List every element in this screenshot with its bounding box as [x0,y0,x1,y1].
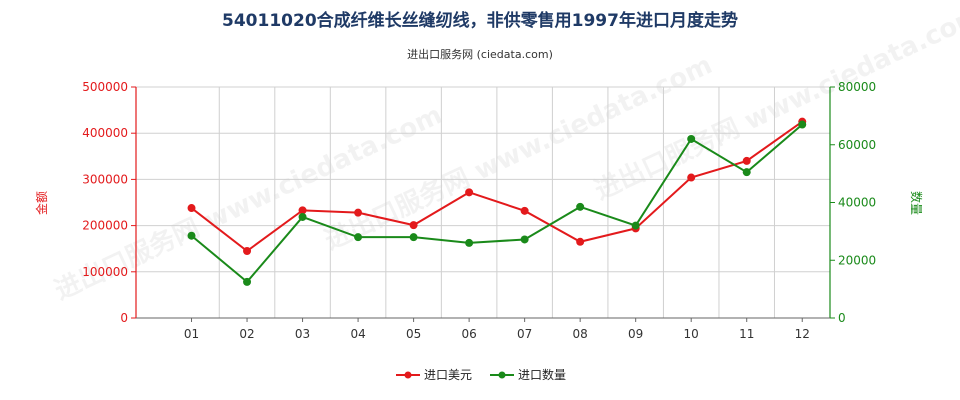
data-point-import-quantity [576,202,585,211]
data-point-import-quantity [187,231,196,240]
series-line-import-usd [190,120,803,253]
legend-label-import-usd: 进口美元 [424,368,472,382]
x-tick-label: 07 [517,327,532,341]
y-right-tick-label: 20000 [838,253,876,267]
data-point-import-usd [187,204,196,213]
x-tick-label: 05 [406,327,421,341]
y-left-tick-label: 300000 [82,172,128,186]
x-tick-label: 03 [295,327,310,341]
y-right-tick-label: 0 [838,311,846,325]
data-point-import-quantity [298,212,307,221]
x-tick-label: 10 [684,327,699,341]
x-tick-label: 04 [350,327,365,341]
y-left-tick-label: 0 [120,311,128,325]
axis-titles: 金额 数量 [34,191,924,215]
data-point-import-usd [465,188,474,197]
x-tick-label: 11 [739,327,754,341]
data-point-import-usd [409,221,418,230]
y-right-axis-title: 数量 [909,191,924,215]
data-point-import-quantity [465,238,474,247]
y-left-axis-title: 金额 [34,191,49,215]
y-right-tick-label: 80000 [838,80,876,94]
x-tick-label: 09 [628,327,643,341]
y-left-tick-label: 200000 [82,219,128,233]
chart-subtitle: 进出口服务网 (ciedata.com) [407,48,553,61]
data-point-import-usd [354,208,363,217]
legend-marker-import-quantity [498,371,506,379]
y-left-tick-label: 100000 [82,265,128,279]
x-tick-label: 12 [795,327,810,341]
y-left-tick-label: 400000 [82,126,128,140]
series-line-import-quantity [190,123,803,284]
legend-marker-import-usd [404,371,412,379]
data-point-import-usd [243,247,252,256]
data-point-import-quantity [631,221,640,230]
data-point-import-quantity [520,235,529,244]
x-tick-label: 02 [239,327,254,341]
series-import-quantity [187,120,807,286]
data-point-import-quantity [243,277,252,286]
data-point-import-usd [298,206,307,215]
data-point-import-usd [742,156,751,165]
data-point-import-quantity [409,233,418,242]
x-tick-label: 06 [461,327,476,341]
legend-label-import-quantity: 进口数量 [518,367,566,382]
legend: 进口美元 进口数量 [396,367,566,382]
y-right-tick-label: 60000 [838,138,876,152]
series-layer [187,117,807,286]
data-point-import-quantity [687,134,696,143]
data-point-import-quantity [798,120,807,129]
x-tick-label: 01 [184,327,199,341]
chart-title: 54011020合成纤维长丝缝纫线，非供零售用1997年进口月度走势 [222,11,738,31]
data-point-import-usd [576,237,585,246]
data-point-import-quantity [354,233,363,242]
x-tick-label: 08 [573,327,588,341]
data-point-import-usd [520,206,529,215]
series-import-usd [187,117,807,256]
tick-labels: 0 100000 200000 300000 400000 500000 0 20000 400… [82,80,876,341]
data-point-import-quantity [742,168,751,177]
y-left-tick-label: 500000 [82,80,128,94]
y-right-tick-label: 40000 [838,196,876,210]
data-point-import-usd [687,173,696,182]
